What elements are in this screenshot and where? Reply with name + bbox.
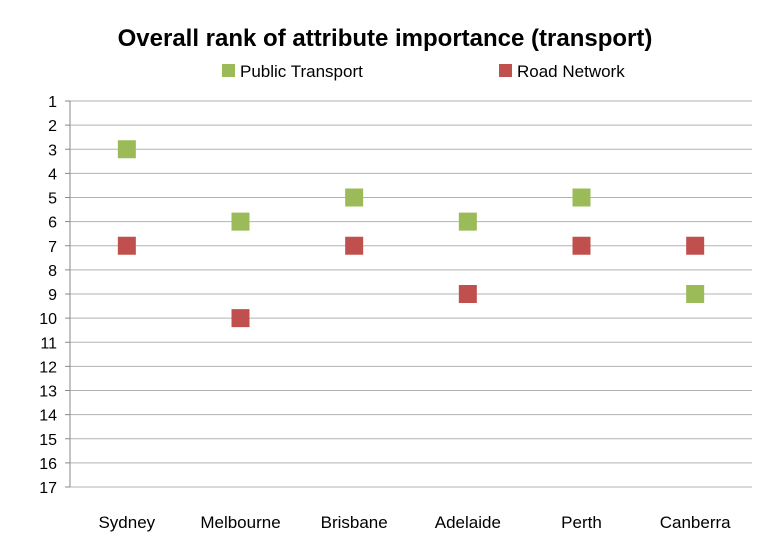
data-point-road-network xyxy=(458,285,477,303)
x-tick-label: Brisbane xyxy=(321,513,388,532)
x-tick-label: Adelaide xyxy=(435,513,501,532)
data-point-public-transport xyxy=(458,212,477,231)
legend: Public Transport Road Network xyxy=(222,62,625,81)
data-point-road-network xyxy=(345,236,364,255)
y-tick-label: 10 xyxy=(39,311,57,328)
data-point-road-network xyxy=(117,236,136,255)
y-tick-label: 2 xyxy=(48,118,57,135)
y-tick-label: 14 xyxy=(39,408,57,425)
y-tick-label: 4 xyxy=(48,166,57,183)
y-tick-label: 3 xyxy=(48,142,57,159)
data-point-road-network xyxy=(686,236,705,255)
y-tick-label: 9 xyxy=(48,287,57,304)
legend-marker xyxy=(499,64,512,77)
gridlines xyxy=(69,100,752,488)
data-point-public-transport xyxy=(231,212,250,231)
data-point-road-network xyxy=(572,236,591,255)
data-points xyxy=(117,140,705,328)
data-point-public-transport xyxy=(345,188,364,207)
x-tick-label: Canberra xyxy=(660,513,731,532)
y-tick-label: 16 xyxy=(39,456,57,473)
legend-marker xyxy=(222,64,235,77)
y-tick-label: 7 xyxy=(48,239,57,256)
data-point-road-network xyxy=(231,309,250,328)
data-point-public-transport xyxy=(572,188,591,207)
chart-title: Overall rank of attribute importance (tr… xyxy=(118,25,653,52)
y-tick-label: 15 xyxy=(39,432,57,449)
x-tick-label: Sydney xyxy=(98,513,155,532)
legend-label: Public Transport xyxy=(240,62,363,81)
legend-label: Road Network xyxy=(517,62,625,81)
data-point-public-transport xyxy=(117,140,136,159)
x-tick-label: Perth xyxy=(561,513,602,532)
y-tick-label: 17 xyxy=(39,480,57,497)
y-tick-label: 11 xyxy=(40,335,57,352)
y-tick-label: 1 xyxy=(48,94,57,111)
y-tick-label: 8 xyxy=(48,263,57,280)
y-tick-label: 13 xyxy=(39,384,57,401)
x-tick-label: Melbourne xyxy=(200,513,280,532)
y-tick-label: 6 xyxy=(48,215,57,232)
y-tick-label: 12 xyxy=(39,359,57,376)
y-tick-label: 5 xyxy=(48,191,57,208)
data-point-public-transport xyxy=(686,285,705,303)
x-axis-ticks: Sydney Melbourne Brisbane Adelaide Perth Canb… xyxy=(98,513,731,532)
